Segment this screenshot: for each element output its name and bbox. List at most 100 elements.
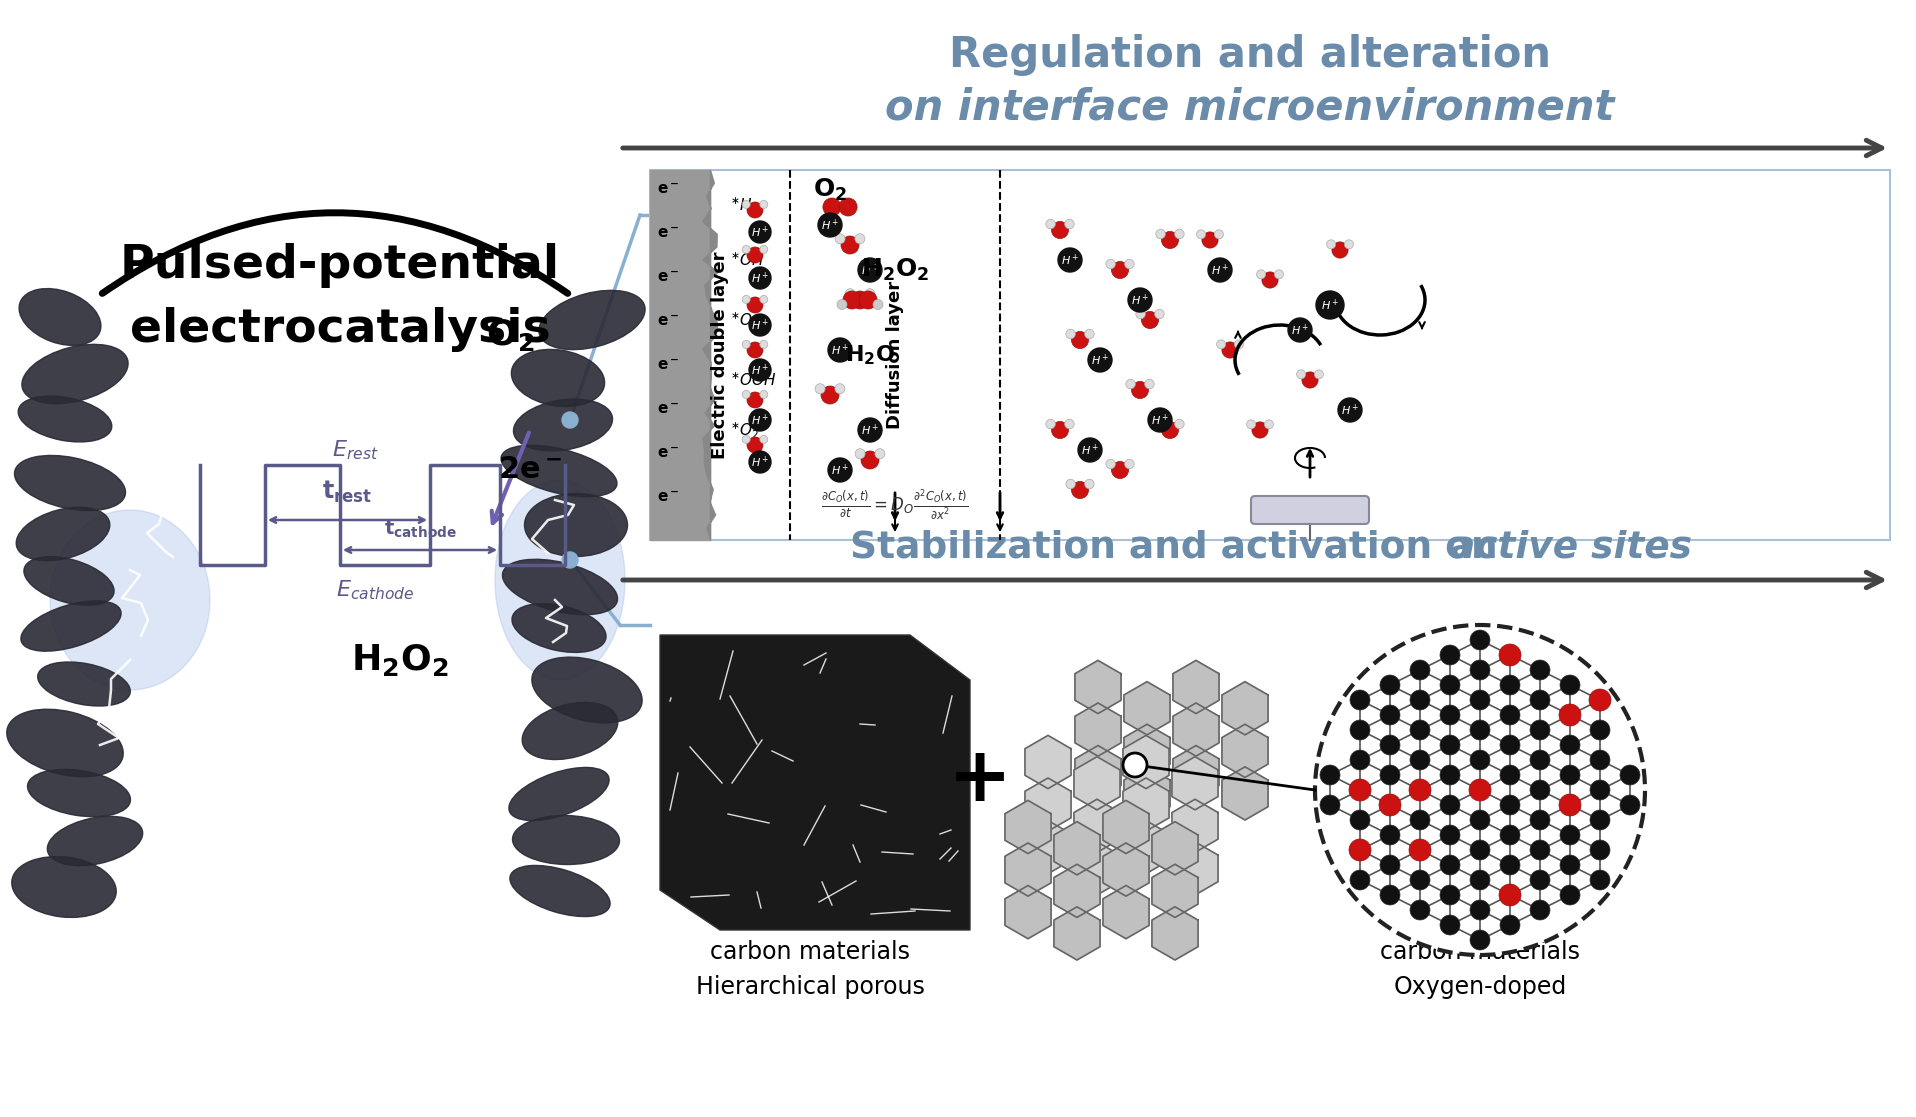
- Circle shape: [1590, 780, 1609, 800]
- Text: $\mathbf{e^-}$: $\mathbf{e^-}$: [657, 359, 678, 373]
- Ellipse shape: [17, 397, 111, 442]
- Circle shape: [761, 436, 768, 443]
- Circle shape: [1349, 779, 1372, 801]
- Polygon shape: [1125, 724, 1171, 777]
- Text: Pulsed-potential: Pulsed-potential: [121, 242, 559, 287]
- Text: $\mathbf{e^-}$: $\mathbf{e^-}$: [657, 227, 678, 241]
- Circle shape: [860, 451, 879, 469]
- Polygon shape: [1075, 745, 1121, 799]
- Ellipse shape: [21, 344, 128, 403]
- Circle shape: [1470, 930, 1491, 949]
- Circle shape: [1217, 340, 1226, 349]
- Circle shape: [1332, 242, 1349, 258]
- Circle shape: [1470, 840, 1491, 860]
- Circle shape: [1410, 900, 1429, 920]
- Text: $H^+$: $H^+$: [1130, 293, 1150, 307]
- Circle shape: [1106, 459, 1115, 469]
- Text: on interface microenvironment: on interface microenvironment: [885, 87, 1615, 128]
- Text: $\mathbf{t_{cathode}}$: $\mathbf{t_{cathode}}$: [383, 518, 456, 540]
- Circle shape: [1111, 461, 1129, 478]
- Polygon shape: [1104, 843, 1150, 896]
- Circle shape: [1560, 735, 1581, 755]
- Text: $\mathbf{O_2}$: $\mathbf{O_2}$: [812, 176, 847, 203]
- Circle shape: [1125, 259, 1134, 269]
- Polygon shape: [1025, 777, 1071, 831]
- Circle shape: [1084, 330, 1094, 338]
- Text: $H^+$: $H^+$: [860, 262, 879, 278]
- Circle shape: [1408, 779, 1431, 801]
- Circle shape: [749, 451, 770, 472]
- Polygon shape: [1173, 745, 1219, 799]
- Text: $H^+$: $H^+$: [1152, 412, 1169, 428]
- Circle shape: [1560, 855, 1581, 875]
- Circle shape: [1500, 825, 1519, 844]
- Ellipse shape: [27, 770, 130, 817]
- Text: Oxygen-doped: Oxygen-doped: [1393, 975, 1567, 999]
- Circle shape: [749, 314, 770, 336]
- Circle shape: [1071, 481, 1088, 498]
- Circle shape: [1380, 885, 1401, 905]
- Circle shape: [749, 221, 770, 244]
- Ellipse shape: [502, 560, 617, 614]
- Circle shape: [1498, 884, 1521, 906]
- Circle shape: [1410, 660, 1429, 680]
- Circle shape: [1175, 419, 1184, 429]
- Polygon shape: [1222, 766, 1268, 820]
- Circle shape: [1297, 370, 1305, 379]
- Circle shape: [1052, 421, 1069, 439]
- Circle shape: [1263, 271, 1278, 288]
- Polygon shape: [1006, 843, 1052, 896]
- Text: $\mathbf{e^-}$: $\mathbf{e^-}$: [657, 447, 678, 461]
- Text: Diffusion layer: Diffusion layer: [885, 281, 904, 429]
- Ellipse shape: [23, 556, 115, 605]
- Circle shape: [1441, 705, 1460, 725]
- Polygon shape: [1173, 660, 1219, 714]
- Circle shape: [1588, 689, 1611, 712]
- Text: $H^+$: $H^+$: [751, 317, 768, 333]
- Circle shape: [1441, 885, 1460, 905]
- Circle shape: [1251, 422, 1268, 438]
- Circle shape: [1441, 765, 1460, 785]
- Polygon shape: [1104, 886, 1150, 938]
- Circle shape: [1531, 660, 1550, 680]
- Circle shape: [1408, 839, 1431, 861]
- Circle shape: [1380, 705, 1401, 725]
- Ellipse shape: [50, 510, 211, 690]
- Ellipse shape: [19, 288, 102, 345]
- Circle shape: [1125, 459, 1134, 469]
- Circle shape: [1531, 900, 1550, 920]
- Circle shape: [1337, 398, 1362, 422]
- Circle shape: [1380, 825, 1401, 844]
- Polygon shape: [1025, 735, 1071, 789]
- Circle shape: [761, 391, 768, 399]
- Circle shape: [828, 338, 853, 362]
- Circle shape: [1500, 765, 1519, 785]
- Circle shape: [1111, 261, 1129, 278]
- Text: $\mathbf{H_2O}$: $\mathbf{H_2O}$: [845, 343, 895, 366]
- Circle shape: [1345, 240, 1353, 249]
- Circle shape: [1498, 645, 1521, 666]
- Circle shape: [1560, 765, 1581, 785]
- Polygon shape: [1152, 865, 1198, 917]
- Polygon shape: [1075, 800, 1121, 852]
- Text: $H^+$: $H^+$: [820, 218, 839, 232]
- Circle shape: [1058, 248, 1083, 273]
- Circle shape: [1621, 795, 1640, 815]
- Ellipse shape: [500, 446, 617, 497]
- Circle shape: [747, 247, 763, 262]
- Polygon shape: [1125, 766, 1171, 820]
- Polygon shape: [1054, 822, 1100, 875]
- Text: $\mathbf{e^-}$: $\mathbf{e^-}$: [657, 315, 678, 330]
- Circle shape: [747, 342, 763, 359]
- Ellipse shape: [525, 494, 628, 556]
- Circle shape: [1175, 229, 1184, 239]
- Text: $\mathbf{e^-}$: $\mathbf{e^-}$: [657, 270, 678, 286]
- Circle shape: [828, 458, 853, 483]
- Text: $H^+$: $H^+$: [1291, 323, 1309, 337]
- Circle shape: [1531, 870, 1550, 890]
- Circle shape: [741, 246, 751, 254]
- Circle shape: [1590, 870, 1609, 890]
- Ellipse shape: [510, 866, 609, 917]
- Text: $H^+$: $H^+$: [751, 455, 768, 469]
- Text: $\mathbf{e^-}$: $\mathbf{e^-}$: [657, 182, 678, 198]
